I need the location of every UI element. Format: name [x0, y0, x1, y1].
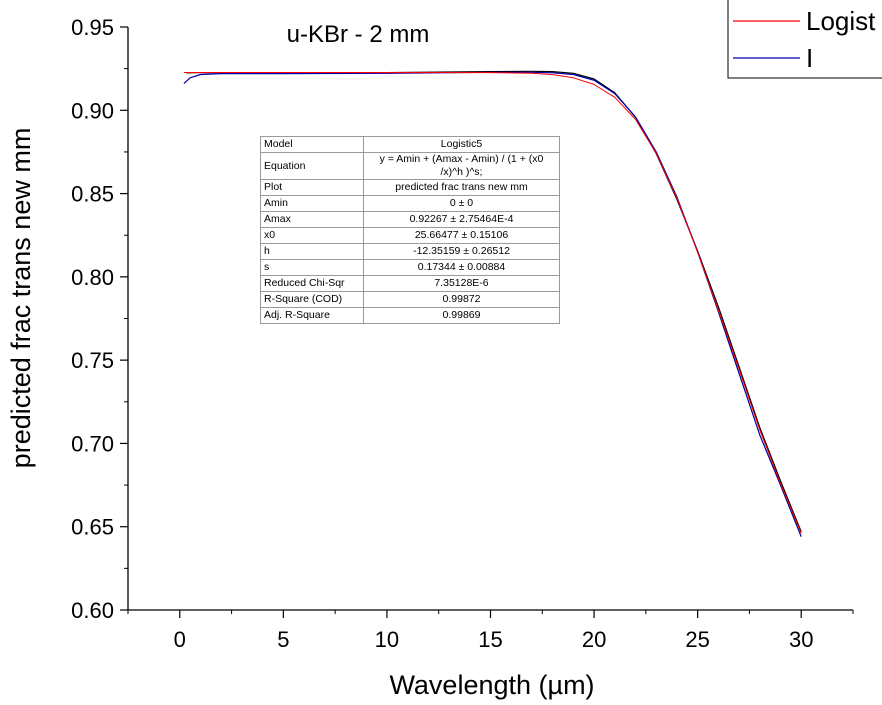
fit-param-value: 0 ± 0: [363, 195, 560, 212]
x-tick-label: 25: [685, 627, 709, 652]
x-tick-label: 10: [375, 627, 399, 652]
fit-param-name: x0: [260, 227, 364, 244]
fit-table-row: x0 25.66477 ± 0.15106: [260, 227, 560, 244]
tick-marks: [120, 26, 854, 618]
fit-param-value: 0.17344 ± 0.00884: [363, 259, 560, 276]
fit-param-name: Amax: [260, 211, 364, 228]
plot-lines: [183, 70, 802, 537]
fit-table-row: Adj. R-Square 0.99869: [260, 307, 560, 324]
x-axis-label: Wavelength (µm): [389, 670, 594, 700]
fit-param-name: R-Square (COD): [260, 291, 364, 308]
fit-param-value: 25.66477 ± 0.15106: [363, 227, 560, 244]
fit-param-name: Adj. R-Square: [260, 307, 364, 324]
fit-table-row: s 0.17344 ± 0.00884: [260, 259, 560, 276]
fit-table-row: h -12.35159 ± 0.26512: [260, 243, 560, 260]
y-tick-label: 0.65: [71, 515, 114, 540]
fit-param-value: 7.35128E-6: [363, 275, 560, 292]
fit-table-row: Plot predicted frac trans new mm: [260, 179, 560, 196]
fit-param-value: -12.35159 ± 0.26512: [363, 243, 560, 260]
y-tick-label: 0.90: [71, 98, 114, 123]
fit-param-value: Logistic5: [363, 136, 560, 153]
x-tick-label: 30: [789, 627, 813, 652]
series-logistic5-line: [183, 72, 802, 534]
fit-table-row: Amax 0.92267 ± 2.75464E-4: [260, 211, 560, 228]
x-tick-label: 20: [582, 627, 606, 652]
fit-table-row: Amin 0 ± 0: [260, 195, 560, 212]
fit-param-value: predicted frac trans new mm: [363, 179, 560, 196]
fit-param-value: y = Amin + (Amax - Amin) / (1 + (x0 /x)^…: [363, 152, 560, 180]
legend-label-i: I: [806, 43, 813, 73]
fit-param-name: Amin: [260, 195, 364, 212]
fit-param-name: Equation: [260, 152, 364, 180]
fit-table-row: R-Square (COD) 0.99872: [260, 291, 560, 308]
series-i-line: [183, 71, 802, 537]
fit-table-row: Equation y = Amin + (Amax - Amin) / (1 + …: [260, 152, 560, 180]
legend-box: [727, 0, 882, 79]
fit-param-name: Plot: [260, 179, 364, 196]
x-tick-label: 5: [277, 627, 289, 652]
y-tick-label: 0.75: [71, 348, 114, 373]
y-tick-label: 0.80: [71, 265, 114, 290]
y-tick-label: 0.60: [71, 598, 114, 623]
legend-label-logistic: Logist: [806, 6, 876, 36]
y-axis-label: predicted frac trans new mm: [6, 128, 36, 469]
fit-param-name: Model: [260, 136, 364, 153]
fit-param-name: s: [260, 259, 364, 276]
fit-param-name: h: [260, 243, 364, 260]
fit-param-value: 0.99872: [363, 291, 560, 308]
fit-table-row: Model Logistic5: [260, 136, 560, 153]
fit-table-row: Reduced Chi-Sqr 7.35128E-6: [260, 275, 560, 292]
fit-param-value: 0.92267 ± 2.75464E-4: [363, 211, 560, 228]
x-tick-label: 15: [478, 627, 502, 652]
legend: Logist I: [727, 0, 882, 79]
x-tick-label: 0: [174, 627, 186, 652]
y-tick-label: 0.70: [71, 431, 114, 456]
fit-param-value: 0.99869: [363, 307, 560, 324]
y-tick-label: 0.85: [71, 182, 114, 207]
y-tick-label: 0.95: [71, 15, 114, 40]
chart-title: u-KBr - 2 mm: [287, 21, 430, 48]
fit-param-name: Reduced Chi-Sqr: [260, 275, 364, 292]
tick-labels: 0 5 10 15 20 25 30 0.60 0.65 0.70 0.75 0.80 0.85 0.90…: [71, 15, 813, 652]
fit-results-table: Model Logistic5 Equation y = Amin + (Amax -…: [260, 136, 560, 324]
